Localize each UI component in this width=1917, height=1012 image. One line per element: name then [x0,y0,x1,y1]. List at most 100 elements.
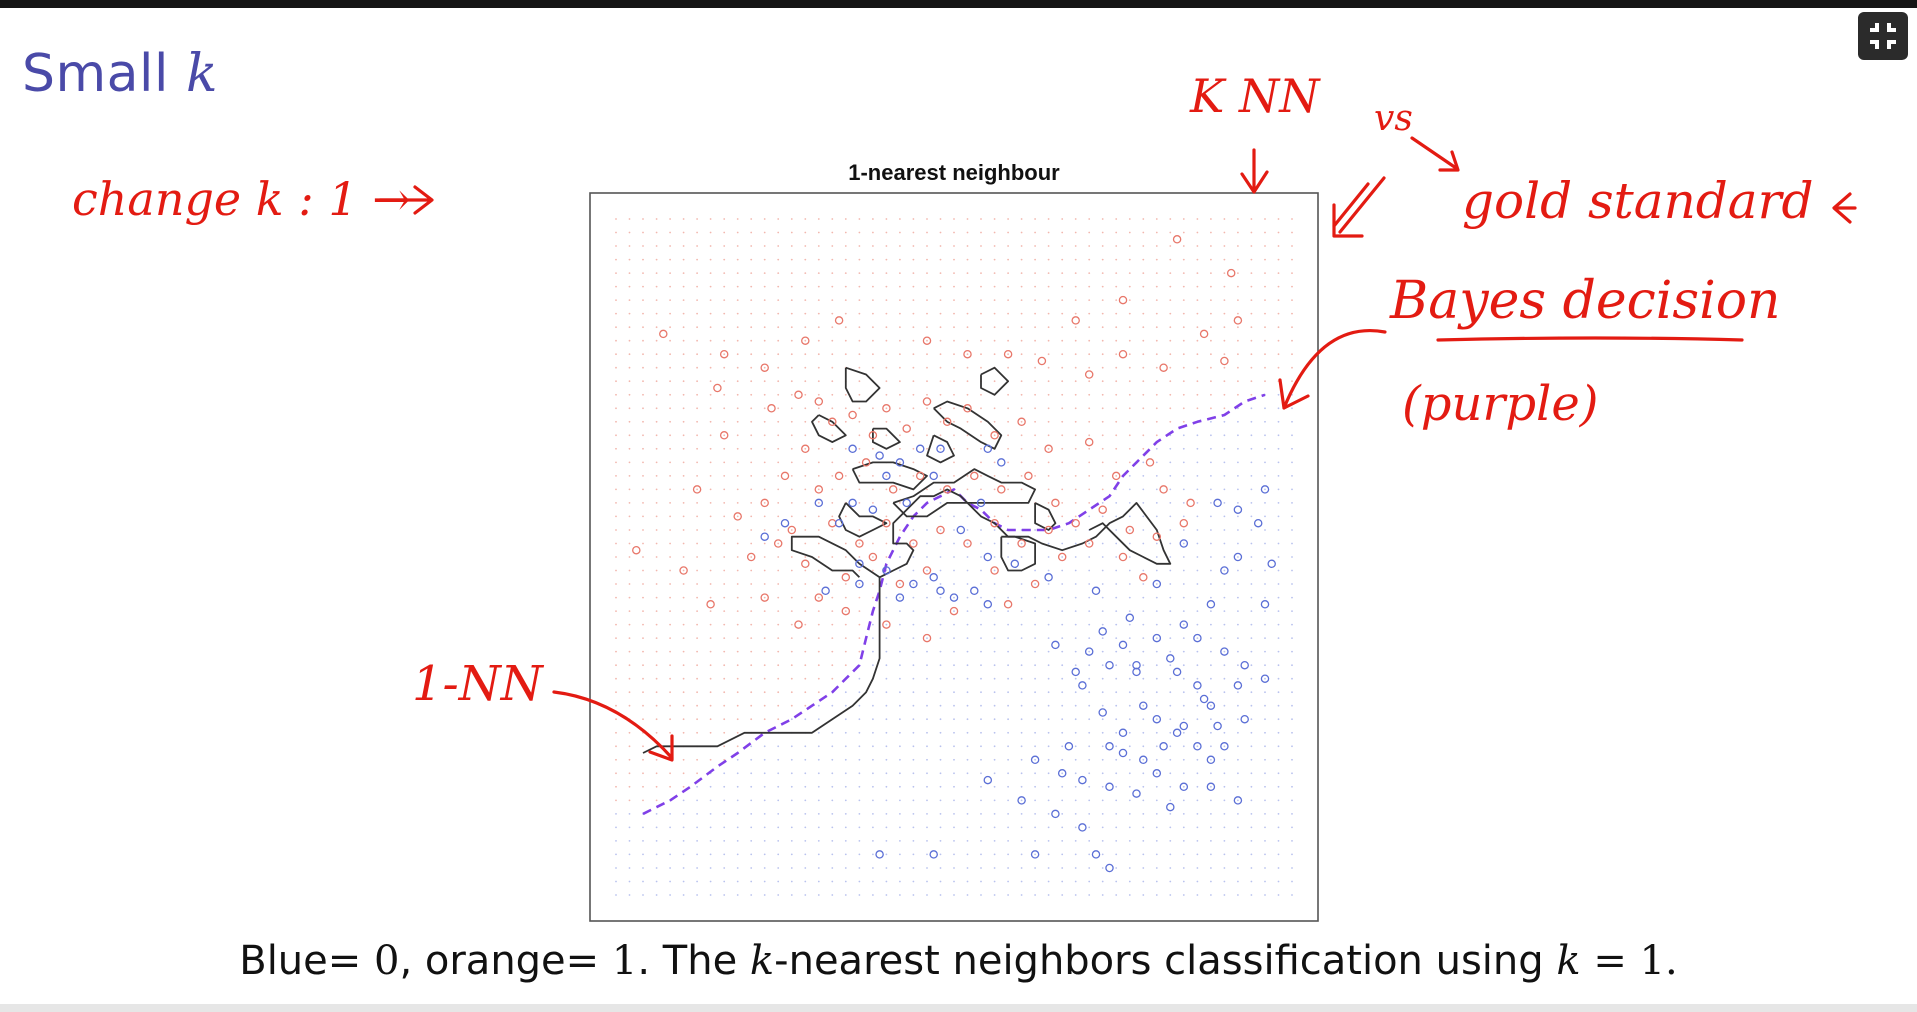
orange-point [760,593,769,602]
grid-dot [1237,894,1239,896]
grid-dot [1182,813,1185,815]
blue-point [949,593,959,602]
grid-dot [1196,596,1199,599]
grid-dot [790,339,793,342]
grid-dot [1277,637,1280,639]
grid-dot [1210,813,1212,815]
grid-dot [1074,867,1077,869]
grid-dot [1196,880,1199,883]
blue-point [1139,701,1148,710]
orange-point [1071,316,1080,325]
grid-dot [1034,380,1036,383]
grid-dot [1034,772,1036,775]
blue-point [875,451,884,460]
grid-dot [1047,272,1050,274]
blue-point [1051,640,1060,650]
grid-dot [1237,502,1239,504]
grid-dot [777,312,780,315]
grid-dot [723,677,726,680]
grid-dot [966,704,969,707]
orange-point [1098,505,1107,514]
grid-dot [885,731,888,734]
grid-dot [1020,745,1023,748]
grid-dot [790,529,793,531]
grid-dot [912,475,915,477]
grid-dot [790,840,793,842]
grid-dot [682,326,685,329]
grid-dot [885,326,888,329]
grid-dot [669,785,671,788]
grid-dot [1142,664,1145,667]
grid-dot [696,231,698,234]
slide-title-variable: k [185,44,218,104]
grid-dot [885,853,888,856]
grid-dot [736,867,739,869]
grid-dot [885,610,888,612]
grid-dot [763,758,766,761]
grid-dot [1223,380,1226,383]
grid-dot [628,623,631,626]
background-grid [615,218,1293,896]
blue-point [997,458,1006,467]
grid-dot [736,380,739,383]
grid-dot [642,339,644,342]
grid-dot [669,542,671,545]
grid-dot [1101,407,1104,410]
grid-dot [642,245,644,247]
grid-dot [1142,542,1145,545]
orange-point [882,620,891,629]
grid-dot [980,245,982,247]
grid-dot [1061,583,1064,585]
grid-dot [763,461,766,464]
grid-dot [628,772,631,775]
grid-dot [1155,556,1158,558]
grid-dot [696,542,698,545]
bottom-bar [0,1004,1917,1012]
grid-dot [750,894,753,896]
grid-dot [682,569,685,572]
grid-dot [1250,245,1253,247]
grid-dot [980,339,982,342]
grid-dot [682,813,685,815]
grid-dot [1155,650,1158,653]
grid-dot [1196,529,1199,531]
grid-dot [912,447,915,450]
grid-dot [1020,880,1023,883]
orange-point [1172,235,1182,244]
grid-dot [1155,704,1158,707]
grid-dot [790,218,793,220]
orange-point [970,471,979,481]
grid-dot [642,393,644,396]
grid-dot [1223,894,1226,896]
grid-dot [615,529,617,531]
grid-dot [1034,853,1036,856]
grid-dot [696,840,698,842]
grid-dot [1020,677,1023,680]
exit-fullscreen-button[interactable] [1858,12,1908,60]
grid-dot [1250,515,1253,518]
grid-dot [1264,542,1266,545]
grid-dot [1007,758,1009,761]
grid-dot [642,840,644,842]
grid-dot [790,637,793,639]
grid-dot [817,731,820,734]
grid-dot [1291,407,1293,410]
grid-dot [696,718,698,721]
grid-dot [831,650,834,653]
grid-dot [655,785,658,788]
grid-dot [1142,434,1145,437]
grid-dot [696,339,698,342]
grid-dot [1196,245,1199,247]
grid-dot [669,258,671,261]
grid-dot [709,529,712,531]
grid-dot [1061,515,1064,518]
grid-dot [1088,407,1091,410]
blue-point [855,559,864,569]
grid-dot [696,623,698,626]
grid-dot [1210,299,1212,301]
grid-dot [736,704,739,707]
grid-dot [763,650,766,653]
grid-dot [899,745,901,748]
blue-point [1044,573,1053,582]
grid-dot [804,569,807,572]
